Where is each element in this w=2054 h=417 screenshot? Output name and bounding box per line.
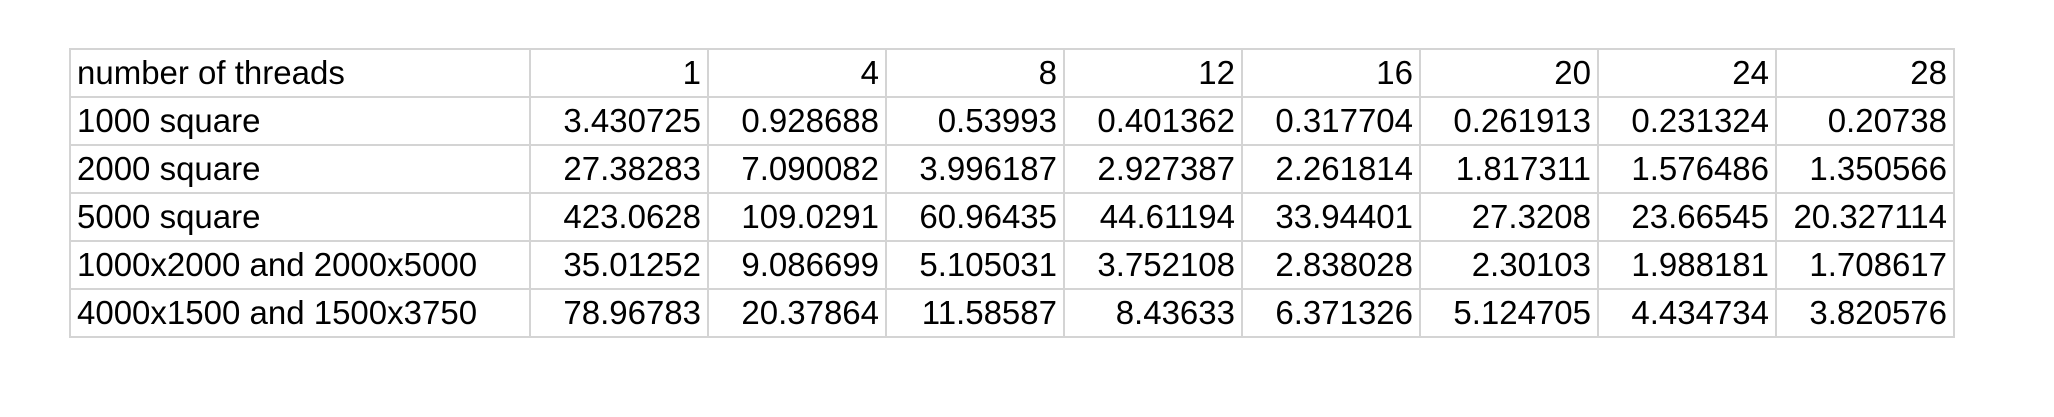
value-cell[interactable]: 2.261814 — [1241, 144, 1421, 194]
table-row: 2000 square 27.38283 7.090082 3.996187 2… — [69, 144, 1955, 194]
value-cell[interactable]: 1.708617 — [1775, 240, 1955, 290]
value-cell[interactable]: 20.37864 — [707, 288, 887, 338]
value-cell[interactable]: 4.434734 — [1597, 288, 1777, 338]
value-cell[interactable]: 44.61194 — [1063, 192, 1243, 242]
value-cell[interactable]: 11.58587 — [885, 288, 1065, 338]
value-cell[interactable]: 60.96435 — [885, 192, 1065, 242]
value-cell[interactable]: 27.38283 — [529, 144, 709, 194]
header-cell[interactable]: 24 — [1597, 48, 1777, 98]
value-cell[interactable]: 5.124705 — [1419, 288, 1599, 338]
value-cell[interactable]: 0.928688 — [707, 96, 887, 146]
header-cell[interactable]: 16 — [1241, 48, 1421, 98]
value-cell[interactable]: 6.371326 — [1241, 288, 1421, 338]
row-label-cell[interactable]: 1000x2000 and 2000x5000 — [69, 240, 531, 290]
value-cell[interactable]: 1.988181 — [1597, 240, 1777, 290]
header-label-cell[interactable]: number of threads — [69, 48, 531, 98]
value-cell[interactable]: 0.317704 — [1241, 96, 1421, 146]
value-cell[interactable]: 1.817311 — [1419, 144, 1599, 194]
value-cell[interactable]: 9.086699 — [707, 240, 887, 290]
value-cell[interactable]: 5.105031 — [885, 240, 1065, 290]
header-cell[interactable]: 4 — [707, 48, 887, 98]
row-label-cell[interactable]: 1000 square — [69, 96, 531, 146]
value-cell[interactable]: 1.576486 — [1597, 144, 1777, 194]
value-cell[interactable]: 0.261913 — [1419, 96, 1599, 146]
value-cell[interactable]: 0.53993 — [885, 96, 1065, 146]
value-cell[interactable]: 423.0628 — [529, 192, 709, 242]
value-cell[interactable]: 3.430725 — [529, 96, 709, 146]
value-cell[interactable]: 109.0291 — [707, 192, 887, 242]
value-cell[interactable]: 20.327114 — [1775, 192, 1955, 242]
value-cell[interactable]: 3.996187 — [885, 144, 1065, 194]
header-row: number of threads 1 4 8 12 16 20 24 28 — [69, 48, 1955, 98]
value-cell[interactable]: 2.838028 — [1241, 240, 1421, 290]
value-cell[interactable]: 23.66545 — [1597, 192, 1777, 242]
row-label-cell[interactable]: 5000 square — [69, 192, 531, 242]
value-cell[interactable]: 3.820576 — [1775, 288, 1955, 338]
value-cell[interactable]: 2.30103 — [1419, 240, 1599, 290]
header-cell[interactable]: 8 — [885, 48, 1065, 98]
row-label-cell[interactable]: 4000x1500 and 1500x3750 — [69, 288, 531, 338]
value-cell[interactable]: 78.96783 — [529, 288, 709, 338]
data-table: number of threads 1 4 8 12 16 20 24 28 1… — [69, 48, 1955, 338]
header-cell[interactable]: 20 — [1419, 48, 1599, 98]
value-cell[interactable]: 0.401362 — [1063, 96, 1243, 146]
value-cell[interactable]: 1.350566 — [1775, 144, 1955, 194]
value-cell[interactable]: 0.20738 — [1775, 96, 1955, 146]
header-cell[interactable]: 28 — [1775, 48, 1955, 98]
table-row: 1000 square 3.430725 0.928688 0.53993 0.… — [69, 96, 1955, 146]
table-row: 5000 square 423.0628 109.0291 60.96435 4… — [69, 192, 1955, 242]
table-row: 1000x2000 and 2000x5000 35.01252 9.08669… — [69, 240, 1955, 290]
value-cell[interactable]: 35.01252 — [529, 240, 709, 290]
header-cell[interactable]: 12 — [1063, 48, 1243, 98]
table-row: 4000x1500 and 1500x3750 78.96783 20.3786… — [69, 288, 1955, 338]
row-label-cell[interactable]: 2000 square — [69, 144, 531, 194]
value-cell[interactable]: 0.231324 — [1597, 96, 1777, 146]
value-cell[interactable]: 27.3208 — [1419, 192, 1599, 242]
header-cell[interactable]: 1 — [529, 48, 709, 98]
value-cell[interactable]: 7.090082 — [707, 144, 887, 194]
value-cell[interactable]: 2.927387 — [1063, 144, 1243, 194]
value-cell[interactable]: 33.94401 — [1241, 192, 1421, 242]
value-cell[interactable]: 8.43633 — [1063, 288, 1243, 338]
value-cell[interactable]: 3.752108 — [1063, 240, 1243, 290]
